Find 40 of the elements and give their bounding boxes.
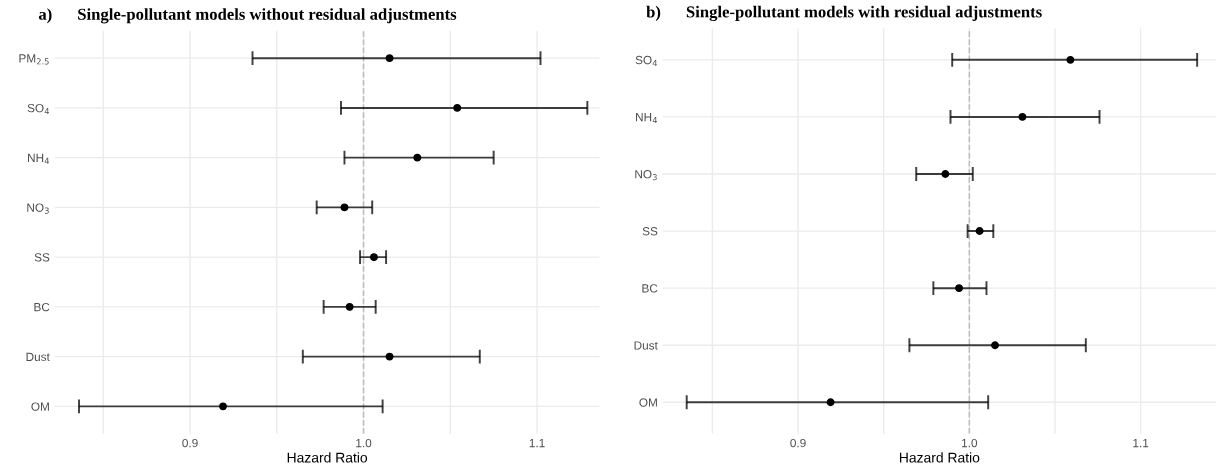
x-tick-label: 1.1 bbox=[1133, 439, 1149, 448]
point bbox=[955, 284, 964, 293]
point bbox=[385, 54, 394, 63]
x-tick-label: 0.9 bbox=[790, 438, 806, 448]
point bbox=[975, 227, 984, 236]
y-tick-label: NO$_{3}$ bbox=[635, 170, 657, 181]
point bbox=[453, 103, 462, 112]
y-tick-label: SO$_{4}$ bbox=[27, 103, 50, 115]
point bbox=[340, 203, 349, 212]
chart-title: a) Single-pollutant models without residual adjustments bbox=[38, 8, 457, 24]
y-tick-label: SO$_{4}$ bbox=[635, 55, 658, 67]
chart-title: b) Single-pollutant models with residual adjustments bbox=[646, 5, 1042, 22]
y-tick-label: BC bbox=[642, 284, 658, 293]
point bbox=[991, 341, 999, 350]
y-tick-label: NH$_{4}$ bbox=[636, 113, 658, 124]
y-tick-label: NH$_{4}$ bbox=[28, 153, 50, 164]
point bbox=[1066, 55, 1075, 64]
x-tick-label: 1.1 bbox=[529, 439, 545, 448]
point bbox=[941, 170, 950, 178]
x-axis-title: Hazard Ratio bbox=[287, 452, 368, 463]
x-tick-label: 1.0 bbox=[962, 438, 978, 448]
x-tick-label: 0.9 bbox=[182, 438, 198, 448]
x-tick-label: 1.0 bbox=[356, 438, 372, 448]
x-axis-title: Hazard Ratio bbox=[899, 452, 980, 463]
point bbox=[413, 153, 422, 162]
y-tick-label: SS bbox=[34, 253, 50, 262]
y-tick-label: PM$_{2.5}$ bbox=[19, 54, 49, 65]
point bbox=[1018, 112, 1027, 121]
point bbox=[385, 352, 394, 361]
point bbox=[826, 398, 835, 407]
y-tick-label: BC bbox=[34, 302, 50, 312]
point bbox=[219, 402, 227, 411]
y-tick-label: OM bbox=[639, 398, 657, 407]
y-tick-label: Dust bbox=[634, 341, 658, 350]
y-tick-label: OM bbox=[31, 402, 49, 411]
point bbox=[345, 302, 354, 311]
y-tick-label: NO$_{3}$ bbox=[27, 203, 49, 214]
y-tick-label: Dust bbox=[26, 352, 50, 362]
point bbox=[369, 253, 378, 262]
y-tick-label: SS bbox=[642, 227, 658, 236]
